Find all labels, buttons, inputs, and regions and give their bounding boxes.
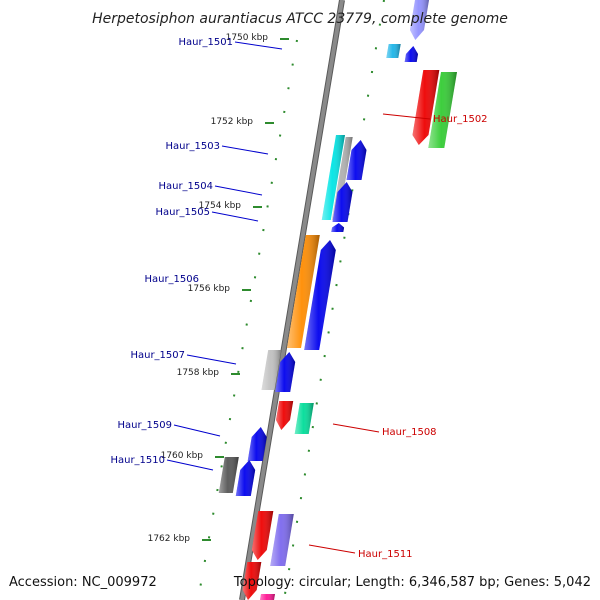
feature-haur-1502-b-shade <box>428 72 457 148</box>
feature-haur-1510-a-shade <box>218 457 239 493</box>
gene-label-haur-1503[interactable]: Haur_1503 <box>165 141 220 152</box>
kbp-tick-label: 1754 kbp <box>199 201 242 211</box>
gene-label-haur-1505[interactable]: Haur_1505 <box>155 207 210 218</box>
feature-haur-1505-shade <box>331 223 345 232</box>
feature-bottom-a-shade <box>242 562 262 600</box>
gene-label-haur-1506[interactable]: Haur_1506 <box>144 274 199 285</box>
feature-haur-1503-shade <box>321 135 345 220</box>
gene-leader-line <box>308 544 356 554</box>
feature-haur-1509-shade <box>247 427 267 461</box>
feature-bottom-b-shade <box>260 594 275 600</box>
feature-haur-1507-a-shade <box>261 350 282 390</box>
genome-backbone <box>239 0 345 600</box>
gene-labels: Haur_1501 Haur_1502 Haur_1503 Haur_1504 Haur… <box>110 37 487 560</box>
feature-haur-1507-b-shade <box>275 352 296 392</box>
gene-leader-line <box>234 41 283 50</box>
map-title: Herpetosiphon aurantiacus ATCC 23779, co… <box>92 11 508 27</box>
gene-leader-line <box>332 423 380 433</box>
feature-haur-1511-b-shade <box>270 514 294 566</box>
kbp-tick-label: 1750 kbp <box>226 33 269 43</box>
gene-leader-line <box>186 354 237 365</box>
feature-haur-1510-b-shade <box>235 460 256 496</box>
feature-haur-1504-a-shade <box>346 140 367 180</box>
backbone-line <box>240 0 344 600</box>
gene-label-haur-1510[interactable]: Haur_1510 <box>110 455 165 466</box>
gene-label-haur-1511[interactable]: Haur_1511 <box>358 549 413 560</box>
gene-leader-line <box>166 459 214 471</box>
gene-label-haur-1502[interactable]: Haur_1502 <box>433 114 488 125</box>
gene-label-haur-1509[interactable]: Haur_1509 <box>117 420 172 431</box>
kbp-tick-label: 1758 kbp <box>177 368 220 378</box>
kbp-tick-label: 1756 kbp <box>188 284 231 294</box>
feature-haur-1508-a-shade <box>276 401 294 430</box>
feature-haur-1501-b-shade <box>404 46 418 62</box>
gene-leader-line <box>211 211 259 222</box>
kbp-ticks: 1750 kbp 1752 kbp 1754 kbp 1756 kbp 1758 kbp… <box>148 33 289 544</box>
feature-haur-1501-a-shade <box>386 44 401 58</box>
feature-haur-1506-b-shade <box>304 240 336 350</box>
kbp-tick-label: 1760 kbp <box>161 451 204 461</box>
feature-top-partial-shade <box>410 0 429 40</box>
gene-label-haur-1504[interactable]: Haur_1504 <box>158 181 213 192</box>
feature-haur-1504-b-shade <box>332 182 353 222</box>
gene-leader-line <box>382 113 431 120</box>
feature-haur-1508-b-shade <box>294 403 314 434</box>
gene-leader-line <box>214 185 263 196</box>
feature-haur-1502-a-shade <box>412 70 440 145</box>
gene-features <box>218 0 457 600</box>
kbp-tick-label: 1762 kbp <box>148 534 191 544</box>
kbp-tick-label: 1752 kbp <box>211 117 254 127</box>
gene-label-haur-1501[interactable]: Haur_1501 <box>178 37 233 48</box>
gene-label-haur-1508[interactable]: Haur_1508 <box>382 427 437 438</box>
gene-leader-line <box>173 424 221 437</box>
gene-leader-line <box>221 145 269 155</box>
topology-text: Topology: circular; Length: 6,346,587 bp… <box>233 575 591 590</box>
feature-haur-1506-a-shade <box>287 235 320 348</box>
accession-text: Accession: NC_009972 <box>9 575 157 590</box>
gene-label-haur-1507[interactable]: Haur_1507 <box>130 350 185 361</box>
feature-haur-1511-a-shade <box>251 511 274 560</box>
